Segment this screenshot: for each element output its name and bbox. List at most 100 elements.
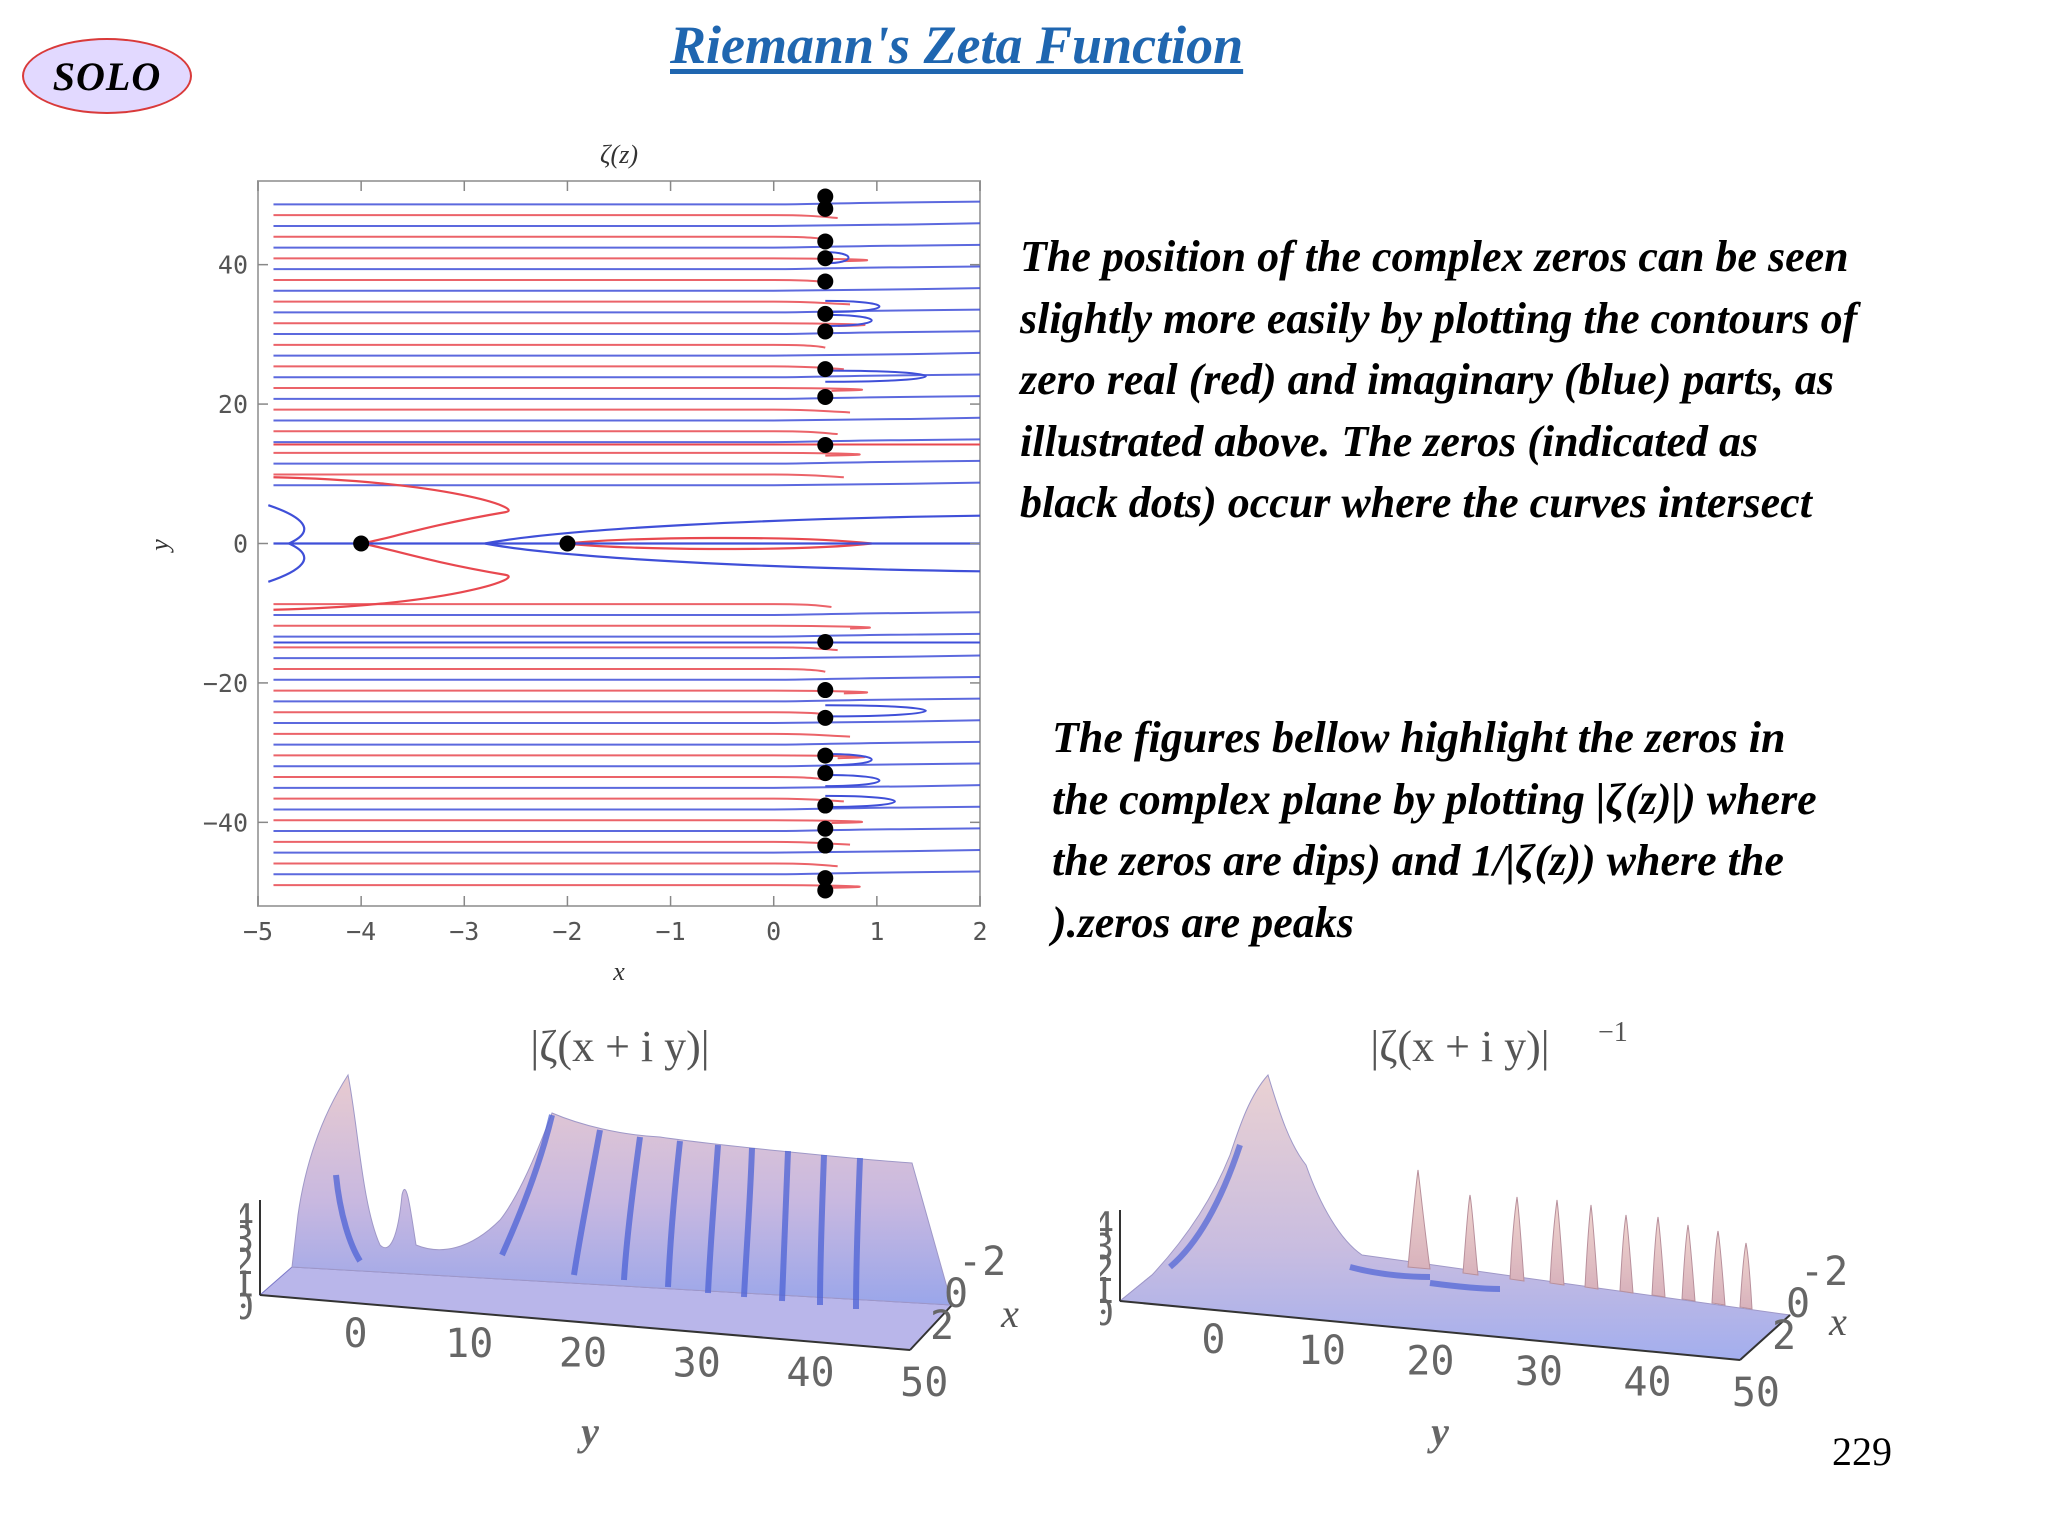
contour-line: [273, 697, 980, 703]
y-axis-ticks: 40 20 0 −20 −40: [203, 251, 980, 837]
x-tick-label: −2: [552, 917, 582, 946]
contour-line: [273, 300, 851, 306]
contour-line: [273, 365, 844, 371]
zero-dot: [817, 361, 834, 378]
y-tick-label: 50: [1732, 1370, 1780, 1416]
y-tick-label: 20: [559, 1331, 607, 1377]
para2-line: the zeros are dips) and 1/|ζ(z)) where t…: [1052, 836, 1784, 885]
x-tick-label: 0: [766, 917, 781, 946]
y-tick-label: 0: [1201, 1317, 1225, 1363]
contour-line: [273, 689, 868, 695]
contour-line: [273, 840, 851, 846]
contour-line: [273, 819, 864, 825]
x-tick-label: 0: [944, 1271, 968, 1317]
zero-dot: [817, 882, 834, 899]
x-tick-label: −1: [656, 917, 686, 946]
z-tick-label: 2: [240, 1242, 254, 1283]
z-tick-label: 4: [1100, 1205, 1114, 1246]
y-tick-label: −40: [203, 808, 248, 837]
y-tick-label: 30: [673, 1340, 721, 1386]
y-tick-label: 40: [1623, 1359, 1671, 1405]
y-tick-label: 10: [445, 1321, 493, 1367]
contour-line: [273, 676, 980, 681]
contour-line: [273, 408, 851, 414]
contour-line: [273, 719, 980, 725]
contour-line: [273, 667, 826, 673]
para2-line: The figures bellow highlight the zeros i…: [1052, 713, 1786, 762]
x-axis-ticks: −5 −4 −3 −2 −1 0 1 2: [243, 181, 988, 946]
z-tick-label: 3: [240, 1220, 254, 1261]
contour-line: [273, 624, 871, 630]
zero-dot: [817, 250, 834, 267]
x-tick-label: 1: [869, 917, 884, 946]
surface2-x-label: x: [1828, 1299, 1847, 1344]
contour-line: [273, 265, 980, 271]
x-tick-label: −5: [243, 917, 273, 946]
para2-line: the complex plane by plotting |ζ(z)|) wh…: [1052, 774, 1817, 824]
contour-line: [273, 646, 838, 652]
y-tick-label: 0: [343, 1311, 367, 1357]
surface1-ridges: [333, 1114, 863, 1310]
surface2-title: |ζ(x + i y)|: [1370, 1022, 1549, 1071]
zero-dot: [817, 797, 834, 814]
z-tick-label: 0: [240, 1287, 254, 1328]
surface2-ridges: [1168, 1144, 1501, 1292]
description-paragraph-1: The position of the complex zeros can be…: [1020, 226, 2020, 534]
x-tick-label: −4: [346, 917, 376, 946]
contour-line: [273, 797, 844, 803]
z-tick-label: 1: [1100, 1271, 1114, 1312]
y-tick-label: 40: [218, 251, 248, 280]
para2-line: ).zeros are peaks: [1052, 897, 1354, 947]
y-axis-label: y: [145, 539, 174, 554]
contour-line: [273, 732, 851, 738]
contour-line: [273, 459, 980, 465]
contour-line: [273, 481, 980, 487]
contour-loop: [825, 299, 881, 314]
zero-dot: [817, 305, 834, 322]
contour-line: [273, 848, 980, 854]
surface1-x-ticks: -202: [930, 1239, 1006, 1349]
zero-dot: [353, 535, 370, 552]
imag-contour-wiggle: [267, 504, 306, 583]
contour-line: [273, 654, 980, 660]
page-number: 229: [1832, 1429, 1892, 1474]
contour-loop: [825, 313, 873, 327]
zero-dot: [817, 870, 834, 887]
y-tick-label: 30: [1515, 1349, 1563, 1395]
contour-line: [273, 473, 844, 479]
contour-loop: [825, 369, 927, 383]
zero-dot: [817, 388, 834, 405]
z-tick-label: 4: [240, 1197, 254, 1238]
y-tick-label: 40: [786, 1350, 834, 1396]
x-tick-label: -2: [1800, 1249, 1848, 1295]
para1-line: zero real (red) and imaginary (blue) par…: [1020, 355, 1834, 404]
zero-dot: [817, 634, 834, 651]
contour-line: [273, 603, 832, 608]
y-tick-label: 20: [1406, 1338, 1454, 1384]
contour-curves: [267, 200, 980, 889]
zero-dot: [817, 747, 834, 764]
para1-line: The position of the complex zeros can be…: [1020, 232, 1849, 281]
contour-loop: [825, 773, 881, 788]
contour-line: [273, 257, 868, 263]
contour-line: [273, 740, 980, 746]
contour-line: [273, 611, 980, 616]
zero-dot: [817, 682, 834, 699]
zero-dot: [817, 200, 834, 217]
contour-line: [273, 451, 861, 457]
zero-dot: [817, 837, 834, 854]
zero-dot: [817, 820, 834, 837]
x-tick-label: 2: [930, 1303, 954, 1349]
x-tick-label: 2: [1772, 1313, 1796, 1359]
zero-dot: [817, 233, 834, 250]
zero-dot: [817, 765, 834, 782]
zero-dots: [353, 188, 834, 899]
zero-dot: [817, 188, 834, 205]
para1-line: black dots) occur where the curves inter…: [1020, 478, 1812, 527]
surface1-title: |ζ(x + i y)|: [530, 1022, 709, 1071]
contour-line: [273, 214, 838, 219]
surface2-y-ticks: 0 10 20 30 40 50: [1201, 1317, 1780, 1416]
